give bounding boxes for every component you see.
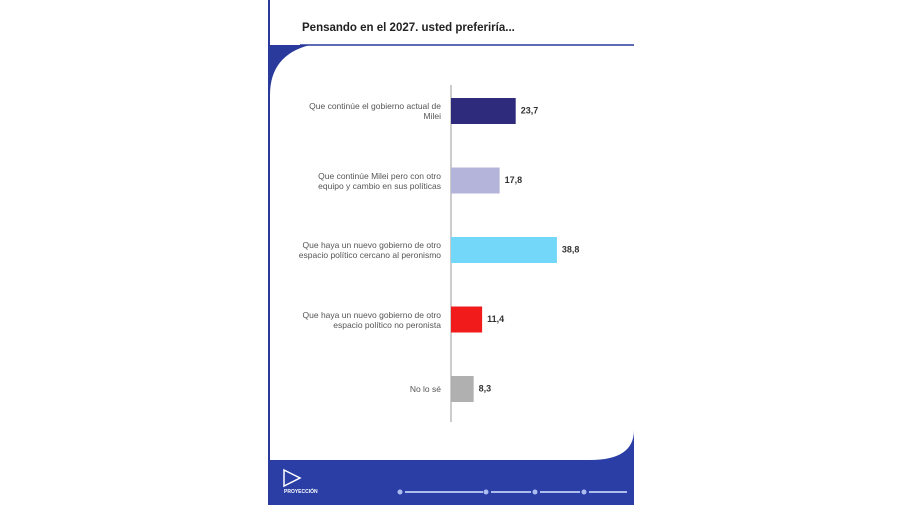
category-label: Que haya un nuevo gobierno de otro espac… (298, 240, 441, 260)
category-label: Que continúe el gobierno actual de Milei (309, 101, 441, 121)
bar (451, 167, 500, 194)
data-label: 23,7 (521, 105, 539, 115)
category-label: Que haya un nuevo gobierno de otro espac… (302, 309, 441, 330)
bar (451, 306, 483, 333)
bar (451, 376, 474, 402)
bar (451, 98, 516, 124)
data-label: 17,8 (505, 175, 523, 185)
corner-top (270, 45, 310, 95)
category-label: Que continúe Milei pero con otro equipo … (318, 170, 441, 191)
data-label: 8,3 (479, 383, 492, 393)
chart-title: Pensando en el 2027. usted preferiría... (302, 22, 515, 34)
data-label: 11,4 (487, 314, 504, 324)
logo (283, 468, 302, 488)
footer (270, 430, 634, 505)
bar (451, 237, 557, 263)
chart: 23,7 17,8 38,8 11,4 8,3 (450, 85, 580, 422)
category-label: No lo sé (409, 384, 441, 394)
data-label: 38,8 (562, 244, 580, 254)
brand: PROYECCIÓN (284, 489, 318, 495)
poster: Pensando en el 2027. usted preferiría...… (268, 0, 634, 505)
footer-links (397, 489, 627, 495)
decoration (270, 44, 634, 505)
